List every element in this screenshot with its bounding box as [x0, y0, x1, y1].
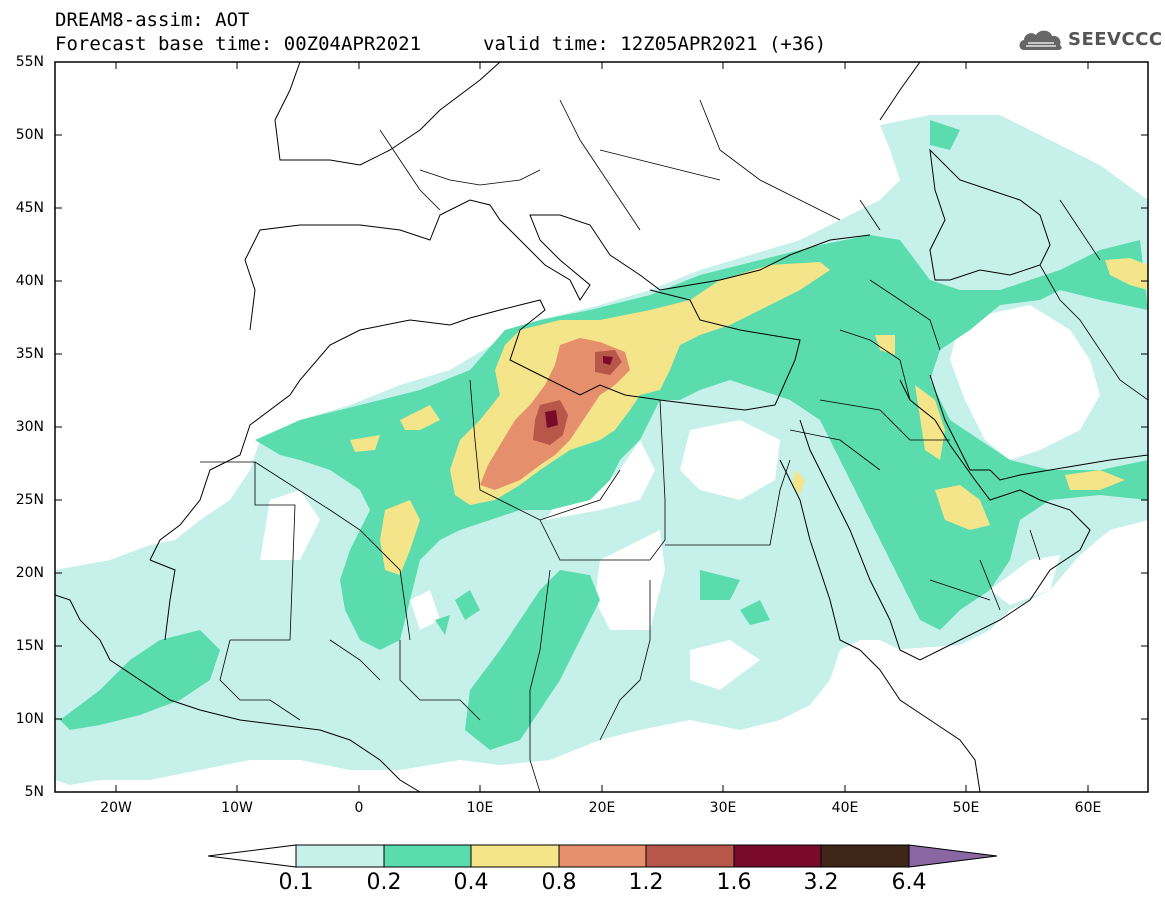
colorbar-label-0.8: 0.8	[541, 870, 577, 895]
lon-label-20w: 20W	[100, 800, 132, 816]
colorbar-label-0.4: 0.4	[453, 870, 489, 895]
colorbar-bin-0.2	[383, 844, 472, 868]
forecast-base-time: Forecast base time: 00Z04APR2021	[55, 33, 422, 55]
colorbar	[207, 844, 998, 868]
lat-label-40n: 40N	[15, 273, 44, 289]
lat-label-15n: 15N	[15, 638, 44, 654]
colorbar-bin-0.8	[558, 844, 647, 868]
lat-label-25n: 25N	[15, 492, 44, 508]
lat-label-45n: 45N	[15, 200, 44, 216]
lon-label-60e: 60E	[1074, 800, 1102, 816]
lon-label-50e: 50E	[952, 800, 980, 816]
lon-label-10w: 10W	[221, 800, 253, 816]
lat-label-10n: 10N	[15, 711, 44, 727]
coastlines	[55, 62, 1148, 792]
lon-label-40e: 40E	[831, 800, 859, 816]
lat-label-5n: 5N	[24, 784, 44, 800]
colorbar-bin-0.1	[295, 844, 385, 868]
lat-label-35n: 35N	[15, 346, 44, 362]
colorbar-label-1.2: 1.2	[628, 870, 664, 895]
aot-field-below-0.1	[55, 62, 1148, 792]
colorbar-under-triangle	[207, 844, 297, 868]
colorbar-label-1.6: 1.6	[716, 870, 752, 895]
seevccc-logo: SEEVCCC	[1016, 22, 1163, 56]
colorbar-label-0.1: 0.1	[278, 870, 314, 895]
colorbar-label-6.4: 6.4	[891, 870, 927, 895]
lon-label-10e: 10E	[466, 800, 494, 816]
lat-label-55n: 55N	[15, 54, 44, 70]
colorbar-label-3.2: 3.2	[803, 870, 839, 895]
lat-label-20n: 20N	[15, 565, 44, 581]
lat-label-30n: 30N	[15, 419, 44, 435]
map-title: DREAM8-assim: AOT	[55, 9, 250, 31]
lon-label-0: 0	[354, 800, 364, 816]
axis-ticks	[55, 61, 1148, 792]
aot-field-1.6	[545, 356, 613, 428]
lon-label-30e: 30E	[709, 800, 737, 816]
lon-label-20e: 20E	[588, 800, 616, 816]
aot-field-0.2	[60, 120, 1148, 750]
logo-text: SEEVCCC	[1068, 28, 1163, 50]
colorbar-bin-1.6	[733, 844, 822, 868]
valid-time: valid time: 12Z05APR2021 (+36)	[483, 33, 827, 55]
colorbar-label-0.2: 0.2	[366, 870, 402, 895]
colorbar-bin-1.2	[645, 844, 735, 868]
colorbar-bin-0.4	[470, 844, 560, 868]
lat-label-50n: 50N	[15, 127, 44, 143]
country-borders	[200, 99, 1148, 792]
cloud-icon	[1019, 30, 1062, 50]
colorbar-bin-3.2	[820, 844, 910, 868]
colorbar-over-triangle	[908, 844, 998, 868]
